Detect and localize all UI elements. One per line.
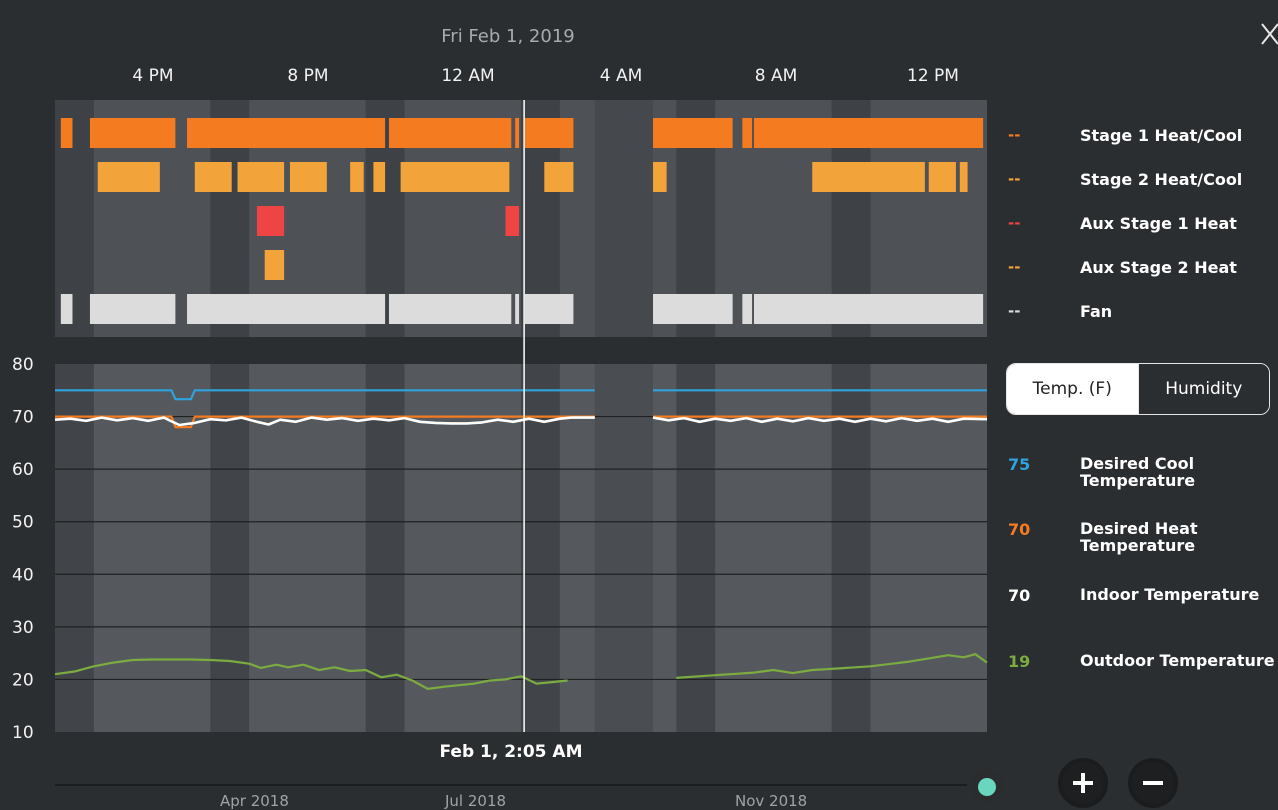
legend-dash: -- — [1008, 170, 1021, 188]
activity-bar — [97, 162, 160, 192]
range-label: Apr 2018 — [220, 792, 289, 810]
activity-bar — [742, 118, 753, 148]
activity-bar — [373, 162, 386, 192]
y-tick: 20 — [12, 670, 34, 690]
legend-dash: -- — [1008, 258, 1021, 276]
activity-bar — [256, 206, 285, 236]
legend-dash: -- — [1008, 214, 1021, 232]
minus-icon — [1143, 781, 1163, 785]
zoom-out-button[interactable] — [1128, 758, 1178, 808]
activity-bar — [515, 294, 520, 324]
activity-bar — [289, 162, 327, 192]
time-tick: 12 PM — [907, 66, 959, 86]
time-tick: 8 PM — [287, 66, 329, 86]
tab-temperature[interactable]: Temp. (F) — [1007, 364, 1138, 414]
activity-bar — [388, 294, 512, 324]
activity-bar — [544, 162, 574, 192]
legend-value: 70 — [1008, 520, 1031, 539]
temperature-panel-band — [404, 364, 521, 732]
legend-label: Indoor Temperature — [1080, 585, 1260, 604]
close-icon[interactable] — [1258, 20, 1278, 48]
time-tick: 4 AM — [599, 66, 643, 86]
y-tick: 10 — [12, 723, 34, 743]
series-line — [652, 416, 988, 424]
date-title: Fri Feb 1, 2019 — [441, 26, 575, 47]
series-line — [55, 415, 595, 429]
activity-bar — [653, 294, 733, 324]
series-line — [55, 389, 595, 401]
y-tick: 80 — [12, 355, 34, 375]
temperature-panel-band — [870, 364, 987, 732]
legend-label: Stage 1 Heat/Cool — [1080, 126, 1243, 145]
temperature-panel-gap — [594, 364, 654, 732]
legend-value: 75 — [1008, 455, 1031, 474]
legend-dash: -- — [1008, 126, 1021, 144]
legend-value: 19 — [1008, 652, 1031, 671]
legend-label: Fan — [1080, 302, 1113, 321]
activity-bar — [524, 118, 574, 148]
y-tick: 60 — [12, 460, 34, 480]
activity-bar — [89, 294, 176, 324]
metric-toggle: Temp. (F) Humidity — [1006, 363, 1270, 415]
y-tick: 30 — [12, 618, 34, 638]
legend-label: Desired Heat Temperature — [1080, 519, 1198, 555]
activity-bar — [742, 294, 753, 324]
tab-humidity[interactable]: Humidity — [1137, 364, 1269, 414]
activity-bar — [388, 118, 512, 148]
series-line — [54, 658, 568, 690]
cursor-time-label: Feb 1, 2:05 AM — [439, 742, 583, 762]
range-label: Jul 2018 — [445, 792, 507, 810]
series-line — [54, 416, 595, 427]
activity-bar — [264, 250, 285, 280]
activity-bar — [60, 294, 73, 324]
activity-bar — [194, 162, 232, 192]
time-tick: 4 PM — [132, 66, 174, 86]
legend-dash: -- — [1008, 302, 1021, 320]
range-label: Nov 2018 — [735, 792, 808, 810]
y-tick: 40 — [12, 565, 34, 585]
activity-bar — [187, 118, 386, 148]
activity-bar — [928, 162, 956, 192]
activity-bar — [812, 162, 925, 192]
zoom-in-button[interactable] — [1058, 758, 1108, 808]
activity-bar — [89, 118, 176, 148]
activity-bar — [653, 162, 667, 192]
activity-bar — [187, 294, 386, 324]
series-line — [676, 653, 988, 679]
legend-label: Aux Stage 2 Heat — [1080, 258, 1237, 277]
legend-label: Desired Cool Temperature — [1080, 454, 1196, 490]
activity-bar — [400, 162, 510, 192]
activity-bar — [653, 118, 733, 148]
legend-label: Stage 2 Heat/Cool — [1080, 170, 1243, 189]
activity-bar — [505, 206, 520, 236]
range-slider-handle[interactable] — [970, 770, 1004, 804]
thermostat-chart[interactable]: 80 70 60 50 40 30 20 10 — [0, 0, 1000, 802]
activity-bar — [754, 118, 984, 148]
y-tick: 50 — [12, 513, 34, 533]
legend-value: 70 — [1008, 586, 1031, 605]
legend-label: Aux Stage 1 Heat — [1080, 214, 1237, 233]
y-tick: 70 — [12, 408, 34, 428]
activity-bar — [237, 162, 285, 192]
time-tick: 12 AM — [441, 66, 495, 86]
activity-bar — [350, 162, 364, 192]
plus-icon — [1073, 773, 1093, 793]
range-track — [55, 784, 967, 786]
time-tick: 8 AM — [754, 66, 798, 86]
activity-bar — [524, 294, 574, 324]
activity-bar — [515, 118, 520, 148]
activity-panel-gap — [594, 100, 654, 337]
activity-bar — [959, 162, 968, 192]
legend-label: Outdoor Temperature — [1080, 651, 1275, 670]
activity-bar — [754, 294, 984, 324]
activity-bar — [60, 118, 73, 148]
